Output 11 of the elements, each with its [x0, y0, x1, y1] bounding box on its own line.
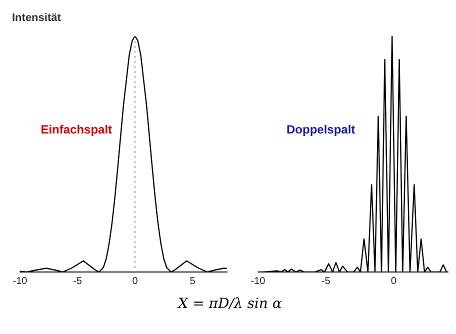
x-tick-label: -10 — [250, 276, 266, 287]
x-tick-label: 5 — [190, 276, 196, 287]
x-tick-label: -5 — [73, 276, 82, 287]
x-tick-label: -10 — [12, 276, 28, 287]
text: Einfachspalt — [40, 122, 112, 137]
x-tick-label: -5 — [321, 276, 331, 287]
x-tick-label: 0 — [132, 276, 138, 287]
x-tick-label: 0 — [390, 276, 397, 287]
x-axis-title: X = πD/λ sin α — [176, 296, 283, 312]
text: Doppelspalt — [286, 122, 356, 137]
y-axis-title: Intensität — [12, 12, 62, 24]
